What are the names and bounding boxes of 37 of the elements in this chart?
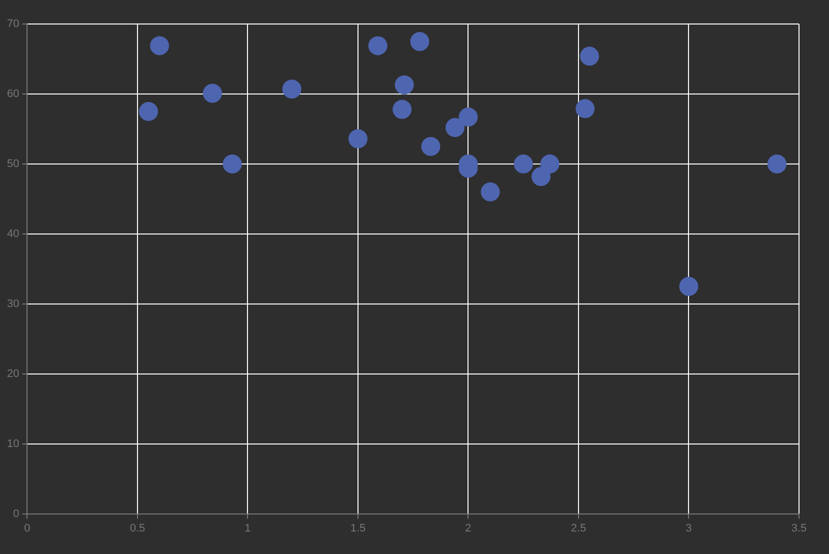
y-tick-label: 20 [6,368,20,380]
x-tick-label: 0.5 [130,522,146,534]
point [392,100,412,119]
point [139,102,158,121]
point [394,75,414,94]
y-tick-label: 50 [6,158,20,170]
x-tick-label: 0 [24,522,30,534]
point [222,154,242,174]
point [514,154,533,174]
point [458,108,478,127]
y-tick-label: 30 [6,298,20,310]
point [368,36,388,56]
point [480,182,500,202]
point [767,154,786,174]
y-tick-label: 10 [6,438,20,450]
y-tick-label: 0 [13,508,20,520]
y-tick-label: 70 [6,18,20,30]
point [580,46,600,66]
point [421,136,440,156]
x-tick-label: 1 [244,522,251,534]
point [532,167,551,186]
x-tick-label: 2 [465,522,472,534]
point [282,80,302,99]
point [202,84,222,103]
point [150,36,170,56]
x-tick-label: 3.5 [791,522,807,534]
point [410,32,430,51]
x-tick-label: 2.5 [570,522,586,534]
point [679,276,698,296]
x-tick-label: 3 [686,522,692,534]
y-tick-label: 60 [6,88,20,100]
point [446,118,465,138]
point [348,129,368,148]
point [576,99,595,118]
x-tick-label: 1.5 [350,522,366,534]
point [540,154,560,174]
y-tick-label: 40 [6,228,20,240]
